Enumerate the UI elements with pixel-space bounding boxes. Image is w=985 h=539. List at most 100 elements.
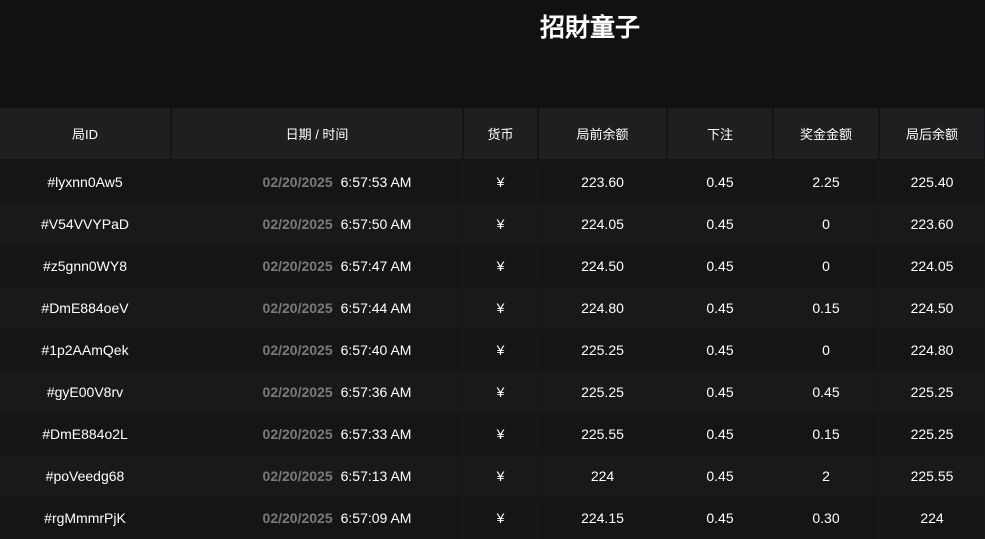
win-amount: 0	[773, 329, 880, 371]
bet: 0.45	[667, 497, 774, 539]
win-amount: 0.15	[773, 413, 880, 455]
datetime-cell: 02/20/2025 6:57:13 AM	[171, 455, 464, 497]
table-row[interactable]: #lyxnn0Aw5 02/20/2025 6:57:53 AM ¥223.60 0.4…	[0, 160, 985, 203]
table-row[interactable]: #V54VVYPaD 02/20/2025 6:57:50 AM ¥224.05 0.4…	[0, 203, 985, 245]
balance-after: 224	[879, 497, 985, 539]
balance-after: 225.55	[879, 455, 985, 497]
balance-before: 224	[538, 455, 668, 497]
balance-after: 223.60	[879, 203, 985, 245]
win-amount: 0.30	[773, 497, 880, 539]
time: 6:57:13 AM	[340, 468, 412, 484]
bet: 0.45	[667, 329, 774, 371]
balance-before: 224.80	[538, 287, 668, 329]
balance-after: 225.40	[879, 160, 985, 203]
time: 6:57:44 AM	[340, 300, 412, 316]
currency: ¥	[463, 245, 539, 287]
balance-after: 225.25	[879, 413, 985, 455]
currency: ¥	[463, 160, 539, 203]
table-row[interactable]: #poVeedg68 02/20/2025 6:57:13 AM ¥224 0.45 2 2…	[0, 455, 985, 497]
bet: 0.45	[667, 287, 774, 329]
time: 6:57:40 AM	[340, 342, 412, 358]
time: 6:57:53 AM	[340, 174, 412, 190]
page-title: 招財童子	[540, 14, 641, 42]
bet: 0.45	[667, 160, 774, 203]
date: 02/20/2025	[262, 468, 333, 484]
round-id: #poVeedg68	[0, 455, 172, 497]
date: 02/20/2025	[262, 384, 333, 400]
balance-before: 223.60	[538, 160, 668, 203]
time: 6:57:47 AM	[340, 258, 412, 274]
round-id: #z5gnn0WY8	[0, 245, 172, 287]
currency: ¥	[463, 203, 539, 245]
balance-before: 225.25	[538, 329, 668, 371]
round-id: #DmE884o2L	[0, 413, 172, 455]
round-id: #DmE884oeV	[0, 287, 172, 329]
column-header: 局ID	[0, 108, 172, 161]
win-amount: 2.25	[773, 160, 880, 203]
datetime-cell: 02/20/2025 6:57:47 AM	[171, 245, 464, 287]
balance-after: 225.25	[879, 371, 985, 413]
time: 6:57:36 AM	[340, 384, 412, 400]
table-row[interactable]: #rgMmmrPjK 02/20/2025 6:57:09 AM ¥224.15 0.4…	[0, 497, 985, 539]
balance-before: 224.15	[538, 497, 668, 539]
currency: ¥	[463, 455, 539, 497]
bet: 0.45	[667, 455, 774, 497]
date: 02/20/2025	[262, 300, 333, 316]
time: 6:57:33 AM	[340, 426, 412, 442]
balance-after: 224.50	[879, 287, 985, 329]
datetime-cell: 02/20/2025 6:57:50 AM	[171, 203, 464, 245]
table-row[interactable]: #DmE884oeV 02/20/2025 6:57:44 AM ¥224.80 0.4…	[0, 287, 985, 329]
currency: ¥	[463, 287, 539, 329]
datetime-cell: 02/20/2025 6:57:40 AM	[171, 329, 464, 371]
column-header: 奖金金额	[773, 108, 880, 161]
date: 02/20/2025	[262, 342, 333, 358]
datetime-cell: 02/20/2025 6:57:33 AM	[171, 413, 464, 455]
balance-after: 224.05	[879, 245, 985, 287]
column-header: 局前余额	[538, 108, 668, 161]
currency: ¥	[463, 371, 539, 413]
time: 6:57:50 AM	[340, 216, 412, 232]
table-row[interactable]: #z5gnn0WY8 02/20/2025 6:57:47 AM ¥224.50 0.4…	[0, 245, 985, 287]
history-table: 局ID 日期 / 时间 货币 局前余额 下注 奖金金额 局后余额 #lyxnn0Aw5 02/…	[0, 108, 985, 539]
column-header: 局后余额	[879, 108, 985, 161]
date: 02/20/2025	[262, 174, 333, 190]
win-amount: 0	[773, 203, 880, 245]
table-row[interactable]: #1p2AAmQek 02/20/2025 6:57:40 AM ¥225.25 0.4…	[0, 329, 985, 371]
balance-before: 224.50	[538, 245, 668, 287]
win-amount: 0.45	[773, 371, 880, 413]
balance-before: 224.05	[538, 203, 668, 245]
column-header: 货币	[463, 108, 539, 161]
column-header: 下注	[667, 108, 774, 161]
bet: 0.45	[667, 371, 774, 413]
currency: ¥	[463, 497, 539, 539]
round-id: #V54VVYPaD	[0, 203, 172, 245]
table-row[interactable]: #DmE884o2L 02/20/2025 6:57:33 AM ¥225.55 0.4…	[0, 413, 985, 455]
balance-before: 225.25	[538, 371, 668, 413]
win-amount: 0.15	[773, 287, 880, 329]
datetime-cell: 02/20/2025 6:57:53 AM	[171, 160, 464, 203]
time: 6:57:09 AM	[340, 510, 412, 526]
round-id: #gyE00V8rv	[0, 371, 172, 413]
datetime-cell: 02/20/2025 6:57:44 AM	[171, 287, 464, 329]
round-id: #rgMmmrPjK	[0, 497, 172, 539]
column-header: 日期 / 时间	[171, 108, 464, 161]
datetime-cell: 02/20/2025 6:57:36 AM	[171, 371, 464, 413]
date: 02/20/2025	[262, 216, 333, 232]
bet: 0.45	[667, 413, 774, 455]
round-id: #lyxnn0Aw5	[0, 160, 172, 203]
win-amount: 0	[773, 245, 880, 287]
date: 02/20/2025	[262, 258, 333, 274]
date: 02/20/2025	[262, 426, 333, 442]
balance-before: 225.55	[538, 413, 668, 455]
table-row[interactable]: #gyE00V8rv 02/20/2025 6:57:36 AM ¥225.25 0.4…	[0, 371, 985, 413]
currency: ¥	[463, 329, 539, 371]
bet: 0.45	[667, 245, 774, 287]
bet: 0.45	[667, 203, 774, 245]
balance-after: 224.80	[879, 329, 985, 371]
currency: ¥	[463, 413, 539, 455]
round-id: #1p2AAmQek	[0, 329, 172, 371]
header: 招財童子	[0, 0, 985, 108]
win-amount: 2	[773, 455, 880, 497]
datetime-cell: 02/20/2025 6:57:09 AM	[171, 497, 464, 539]
date: 02/20/2025	[262, 510, 333, 526]
